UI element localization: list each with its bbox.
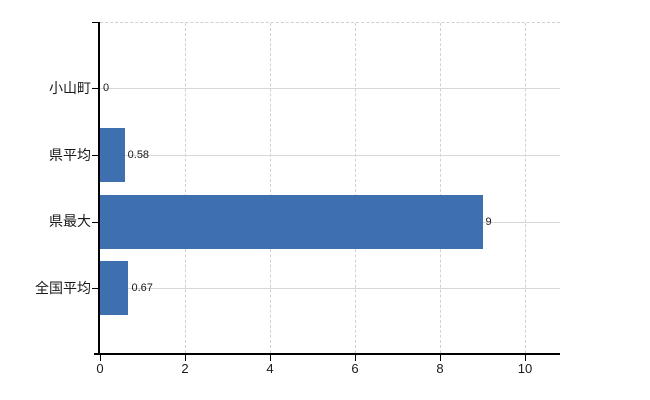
- y-axis-tick: [92, 288, 98, 289]
- bar-value-label: 0.58: [127, 149, 150, 161]
- x-tick-label: 2: [181, 361, 189, 376]
- y-axis-tick: [92, 88, 98, 89]
- y-axis-tick: [92, 22, 98, 23]
- x-tick-label: 8: [436, 361, 444, 376]
- bar: [100, 261, 129, 315]
- horizontal-gridline: [100, 88, 560, 89]
- y-axis-line: [98, 22, 100, 354]
- vertical-gridline: [270, 23, 271, 353]
- bar: [100, 128, 125, 182]
- category-label: 県平均: [49, 147, 91, 163]
- x-axis-tick: [525, 355, 526, 361]
- y-axis-tick: [92, 221, 98, 223]
- plot-top-border: [100, 22, 560, 23]
- bar-value-label: 9: [485, 215, 492, 228]
- x-axis-tick: [100, 355, 101, 361]
- x-axis-tick: [270, 355, 271, 361]
- bar-value-label: 0: [103, 82, 110, 94]
- vertical-gridline: [440, 23, 441, 353]
- horizontal-gridline: [100, 155, 560, 156]
- vertical-gridline: [525, 23, 526, 353]
- category-label: 小山町: [49, 80, 91, 96]
- x-tick-label: 0: [96, 361, 104, 376]
- bar: [100, 194, 483, 249]
- category-label: 県最大: [49, 213, 91, 229]
- x-tick-label: 6: [351, 361, 359, 376]
- horizontal-gridline: [100, 288, 560, 289]
- vertical-gridline: [185, 23, 186, 353]
- x-axis-tick: [355, 355, 356, 361]
- x-tick-label: 10: [517, 361, 533, 376]
- x-tick-label: 4: [266, 361, 274, 376]
- x-axis-line: [94, 353, 560, 355]
- category-label: 全国平均: [35, 280, 91, 296]
- vertical-gridline: [355, 23, 356, 353]
- bar-value-label: 0.67: [131, 282, 153, 294]
- y-axis-tick: [92, 155, 98, 156]
- x-axis-tick: [440, 355, 441, 361]
- x-axis-tick: [185, 355, 186, 361]
